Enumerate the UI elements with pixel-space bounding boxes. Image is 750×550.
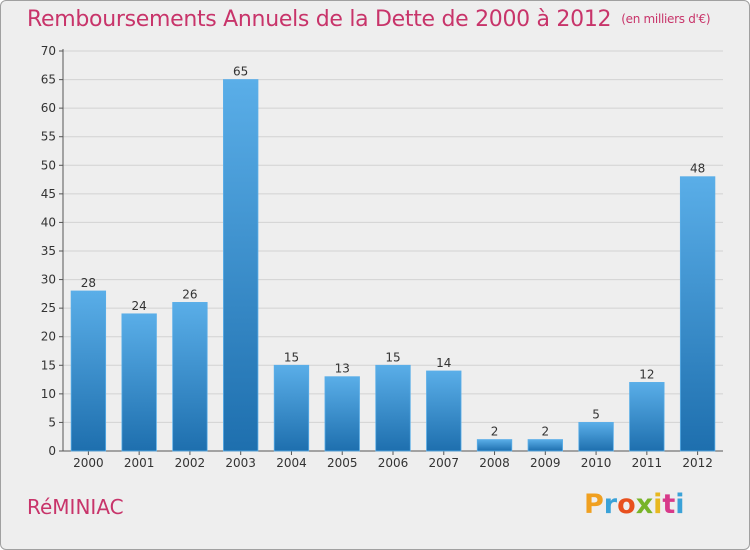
bar-2002[interactable] (172, 302, 208, 452)
x-tick-label: 2006 (378, 456, 409, 470)
x-tick-label: 2009 (530, 456, 561, 470)
y-tick-label: 65 (41, 73, 56, 87)
value-label-2003: 65 (233, 65, 248, 79)
y-tick-label: 70 (41, 44, 56, 58)
x-tick-label: 2007 (428, 456, 459, 470)
logo-letter: P (584, 489, 604, 520)
value-label-2010: 5 (592, 407, 600, 421)
logo-letter: o (617, 489, 636, 520)
chart-title-text: Remboursements Annuels de la Dette de 20… (27, 7, 612, 32)
bar-2008[interactable] (476, 439, 513, 452)
y-tick-label: 35 (41, 244, 56, 258)
value-label-2009: 2 (541, 425, 549, 439)
x-tick-label: 2012 (682, 456, 713, 470)
y-tick-label: 30 (41, 273, 56, 287)
y-tick-label: 10 (41, 387, 56, 401)
bar-2006[interactable] (375, 364, 411, 452)
value-label-2006: 15 (385, 350, 400, 364)
y-tick-label: 20 (41, 330, 56, 344)
y-tick-label: 55 (41, 130, 56, 144)
bar-2000[interactable] (70, 290, 107, 452)
x-tick-label: 2011 (632, 456, 663, 470)
logo-letter: r (603, 489, 618, 520)
proxiti-logo[interactable]: Proxiti (584, 489, 685, 520)
bar-2009[interactable] (527, 439, 563, 452)
x-tick-label: 2000 (73, 456, 104, 470)
bar-2004[interactable] (273, 364, 310, 452)
x-tick-label: 2001 (124, 456, 155, 470)
value-label-2011: 12 (639, 367, 654, 381)
bar-2007[interactable] (426, 370, 462, 452)
chart-title: Remboursements Annuels de la Dette de 20… (27, 7, 711, 32)
y-tick-label: 0 (48, 444, 56, 458)
bar-2010[interactable] (578, 422, 614, 452)
logo-letter: i (653, 489, 663, 520)
data-labels: 28 24 26 65 15 13 15 14 2 2 5 12 48 (81, 65, 706, 439)
logo-letter: t (662, 489, 676, 520)
bars (70, 79, 716, 452)
value-label-2012: 48 (690, 162, 705, 176)
x-tick-label: 2010 (581, 456, 612, 470)
value-label-2008: 2 (491, 425, 499, 439)
chart-unit: (en milliers d'€) (621, 12, 711, 26)
value-label-2004: 15 (284, 350, 299, 364)
x-tick-label: 2002 (175, 456, 206, 470)
logo-letter: x (635, 489, 654, 520)
y-tick-label: 60 (41, 101, 56, 115)
bar-2005[interactable] (324, 376, 360, 452)
x-tick-label: 2004 (276, 456, 307, 470)
y-tick-label: 25 (41, 301, 56, 315)
bar-2003[interactable] (223, 79, 259, 452)
value-label-2007: 14 (436, 356, 451, 370)
logo-letter: i (675, 489, 685, 520)
y-tick-label: 40 (41, 215, 56, 229)
value-label-2005: 13 (335, 362, 350, 376)
commune-name: RéMINIAC (27, 495, 124, 519)
bar-2001[interactable] (121, 313, 157, 452)
value-label-2001: 24 (132, 299, 147, 313)
y-tick-label: 45 (41, 187, 56, 201)
x-tick-label: 2005 (327, 456, 358, 470)
y-tick-label: 5 (48, 415, 56, 429)
value-label-2000: 28 (81, 276, 96, 290)
bar-2012[interactable] (679, 176, 716, 452)
x-tick-label: 2003 (225, 456, 256, 470)
bar-2011[interactable] (629, 382, 665, 452)
value-label-2002: 26 (182, 287, 197, 301)
y-tick-label: 50 (41, 158, 56, 172)
x-tick-label: 2008 (479, 456, 510, 470)
y-tick-label: 15 (41, 358, 56, 372)
